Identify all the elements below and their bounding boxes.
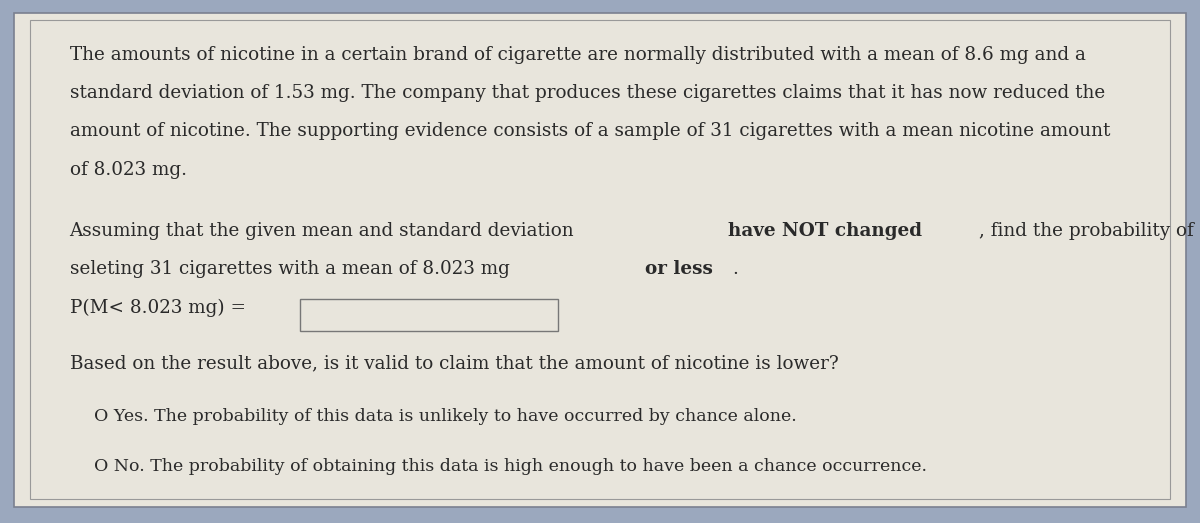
Text: O Yes. The probability of this data is unlikely to have occurred by chance alone: O Yes. The probability of this data is u… (94, 408, 797, 425)
Text: standard deviation of 1.53 mg. The company that produces these cigarettes claims: standard deviation of 1.53 mg. The compa… (70, 84, 1105, 102)
Text: P(M< 8.023 mg) =: P(M< 8.023 mg) = (70, 299, 246, 317)
Text: O No. The probability of obtaining this data is high enough to have been a chanc: O No. The probability of obtaining this … (94, 458, 926, 475)
Text: of 8.023 mg.: of 8.023 mg. (70, 161, 187, 178)
FancyBboxPatch shape (14, 13, 1186, 507)
FancyBboxPatch shape (300, 299, 558, 331)
Text: have NOT changed: have NOT changed (728, 222, 923, 240)
Text: or less: or less (644, 260, 713, 278)
Text: .: . (732, 260, 738, 278)
Text: Based on the result above, is it valid to claim that the amount of nicotine is l: Based on the result above, is it valid t… (70, 355, 839, 373)
Text: seleting 31 cigarettes with a mean of 8.023 mg: seleting 31 cigarettes with a mean of 8.… (70, 260, 515, 278)
Text: , find the probability of randomly: , find the probability of randomly (979, 222, 1200, 240)
Text: The amounts of nicotine in a certain brand of cigarette are normally distributed: The amounts of nicotine in a certain bra… (70, 46, 1086, 64)
Text: amount of nicotine. The supporting evidence consists of a sample of 31 cigarette: amount of nicotine. The supporting evide… (70, 122, 1110, 140)
Text: Assuming that the given mean and standard deviation: Assuming that the given mean and standar… (70, 222, 580, 240)
